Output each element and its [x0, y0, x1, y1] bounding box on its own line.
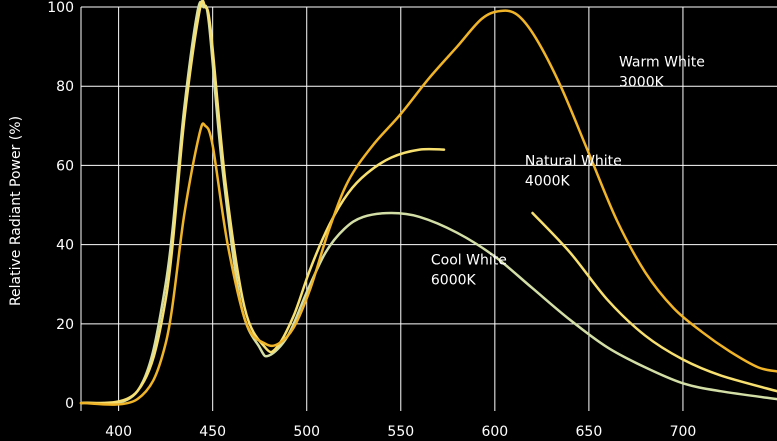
y-tick-label: 100 [47, 0, 74, 16]
y-axis-label: Relative Radiant Power (%) [8, 116, 24, 306]
y-tick-label: 80 [56, 79, 74, 95]
y-tick-label: 20 [56, 317, 74, 333]
y-tick-label: 40 [56, 238, 74, 254]
x-tick-label: 600 [481, 424, 508, 440]
annotation-0: Cool White 6000K [431, 252, 507, 288]
x-tick-label: 550 [387, 424, 414, 440]
x-tick-label: 700 [670, 424, 697, 440]
x-tick-label: 650 [576, 424, 603, 440]
tick-layer: 400 450 500 550 600 650 700 0 20 40 60 80 100 [47, 0, 696, 440]
x-tick-label: 400 [105, 424, 132, 440]
x-tick-label: 500 [293, 424, 320, 440]
series-line-0 [79, 0, 777, 406]
series-line-1 [79, 0, 446, 405]
y-tick-label: 60 [56, 158, 74, 174]
series-layer [79, 0, 777, 406]
y-tick-label: 0 [65, 396, 74, 412]
x-tick-label: 450 [199, 424, 226, 440]
annotation-layer: Cool White 6000K Natural White 4000K Warm Wh… [431, 54, 705, 288]
annotation-2: Warm White 3000K [619, 54, 705, 90]
annotation-1: Natural White 4000K [525, 153, 622, 189]
grid-layer [80, 6, 777, 411]
series-line-2 [531, 211, 777, 393]
series-line-3 [79, 9, 777, 406]
